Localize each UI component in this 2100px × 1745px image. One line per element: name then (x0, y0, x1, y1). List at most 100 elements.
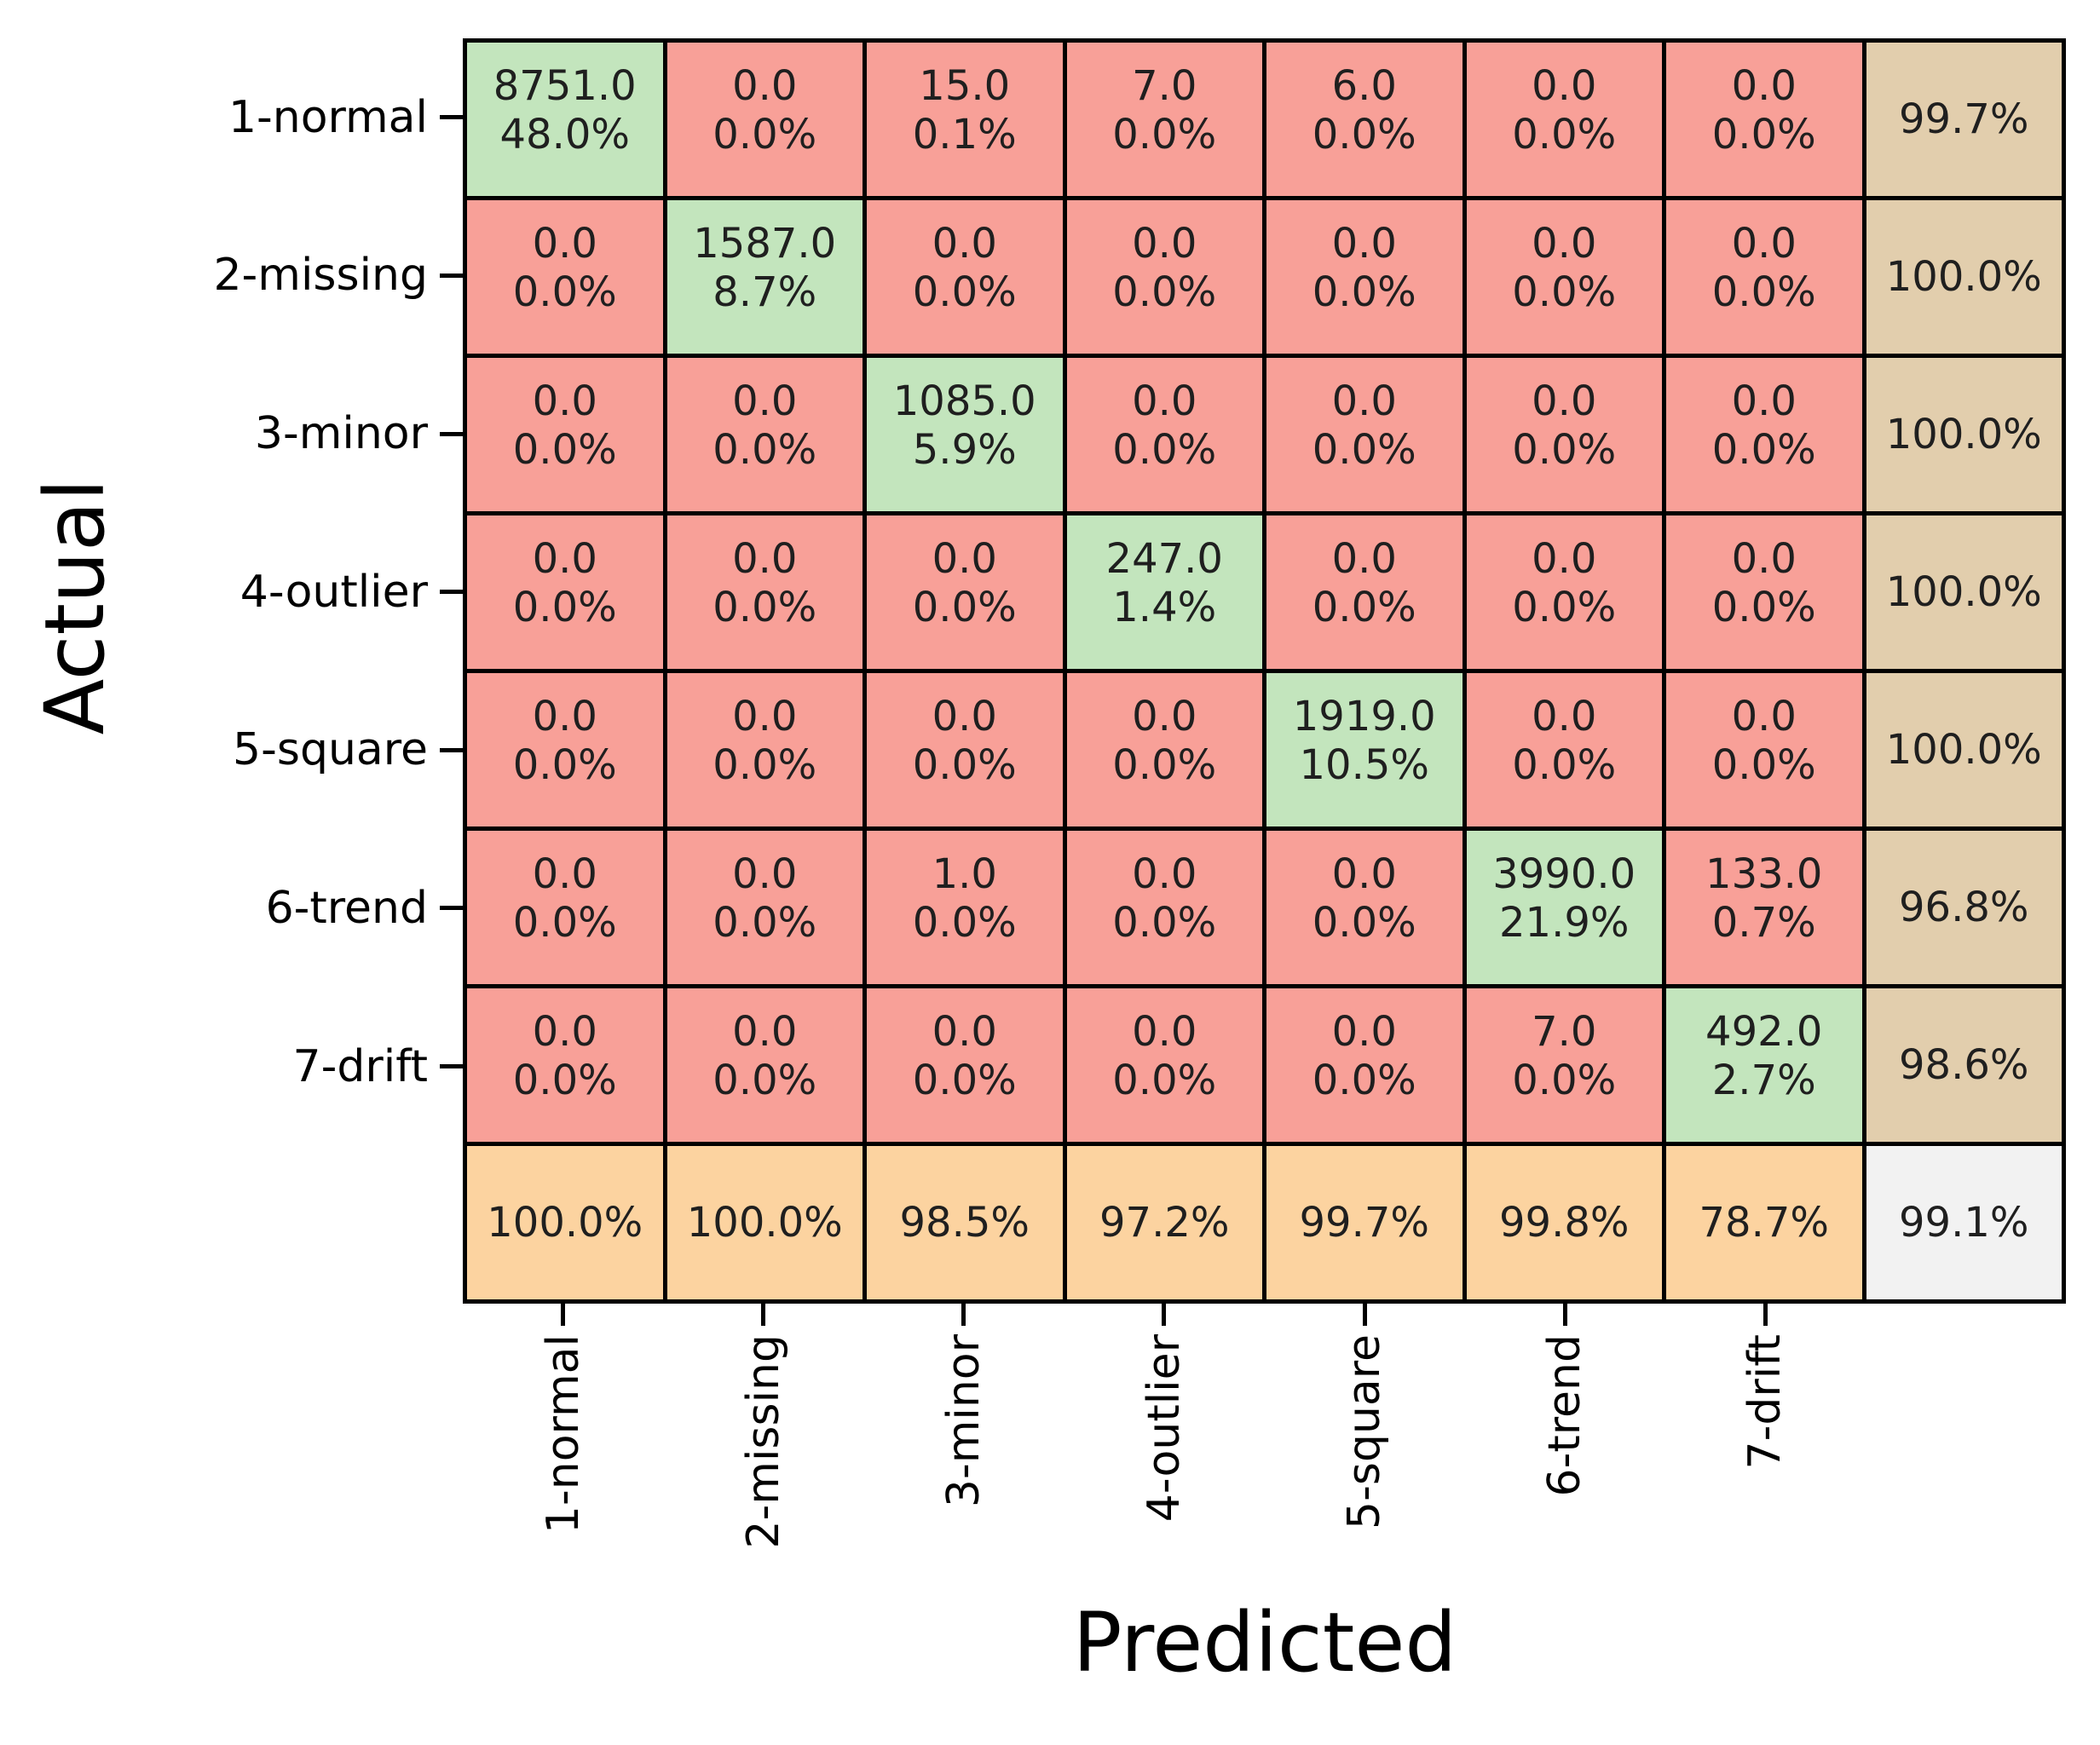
off-diagonal-cell: 0.0 0.0% (867, 200, 1063, 354)
cell-percent: 0.0% (1512, 584, 1617, 631)
x-tick-label-col: 2-missing (728, 1334, 799, 1549)
cell-values: 0.0 0.0% (1712, 62, 1816, 158)
off-diagonal-cell: 0.0 0.0% (1266, 988, 1462, 1142)
row-summary-cell: 100.0% (1866, 200, 2062, 354)
cell-values: 0.0 0.0% (1312, 377, 1416, 474)
cell-count: 0.0 (732, 1008, 798, 1057)
cell-count: 7.0 (1132, 62, 1197, 111)
cell-values: 0.0 0.0% (513, 1008, 617, 1104)
y-tick-label-row: 4-outlier (0, 513, 463, 671)
cell-count: 0.0 (1532, 220, 1597, 268)
cell-values: 0.0 0.0% (712, 1008, 816, 1104)
cell-percent: 0.0% (1112, 1057, 1217, 1104)
x-tick-label: 1-normal (537, 1334, 589, 1535)
cell-percent: 0.0% (912, 741, 1017, 789)
cell-count: 0.0 (732, 62, 798, 111)
cell-percent: 0.0% (1512, 741, 1617, 789)
x-tick-label-col: 5-square (1329, 1334, 1400, 1529)
row-summary-percent: 100.0% (1885, 252, 2042, 301)
cell-values: 0.0 0.0% (913, 220, 1017, 316)
off-diagonal-cell: 0.0 0.0% (1666, 200, 1862, 354)
cell-percent: 0.0% (912, 584, 1017, 631)
off-diagonal-cell: 0.0 0.0% (666, 988, 862, 1142)
off-diagonal-cell: 0.0 0.0% (467, 515, 663, 669)
cell-values: 0.0 0.0% (1712, 220, 1816, 316)
cell-values: 0.0 0.0% (1712, 377, 1816, 474)
cell-count: 0.0 (1331, 1008, 1397, 1057)
col-summary-percent: 97.2% (1099, 1198, 1230, 1247)
cell-values: 0.0 0.0% (1312, 850, 1416, 947)
cell-values: 0.0 0.0% (513, 850, 617, 947)
diagonal-cell: 3990.0 21.9% (1466, 831, 1662, 984)
off-diagonal-cell: 0.0 0.0% (1066, 673, 1262, 826)
off-diagonal-cell: 1.0 0.0% (867, 831, 1063, 984)
x-tick-label-col: 6-trend (1529, 1334, 1601, 1496)
cell-count: 0.0 (1731, 377, 1797, 426)
cell-values: 0.0 0.0% (1712, 535, 1816, 631)
y-tick-label-row: 3-minor (0, 354, 463, 513)
cell-percent: 0.0% (912, 899, 1017, 947)
col-summary-cell: 98.5% (867, 1146, 1063, 1299)
off-diagonal-cell: 0.0 0.0% (1666, 673, 1862, 826)
cell-values: 8751.0 48.0% (493, 62, 637, 158)
cell-values: 0.0 0.0% (1712, 693, 1816, 789)
cell-percent: 0.0% (1711, 741, 1816, 789)
cell-values: 0.0 0.0% (513, 377, 617, 474)
off-diagonal-cell: 0.0 0.0% (1266, 358, 1462, 511)
cell-percent: 0.0% (912, 1057, 1017, 1104)
cell-percent: 0.0% (1312, 584, 1416, 631)
off-diagonal-cell: 0.0 0.0% (1466, 515, 1662, 669)
col-summary-cell: 99.7% (1266, 1146, 1462, 1299)
x-tick-mark (561, 1304, 566, 1326)
x-tick-label: 4-outlier (1138, 1334, 1190, 1523)
row-summary-percent: 96.8% (1899, 883, 2029, 931)
cell-percent: 0.0% (512, 268, 617, 316)
cell-percent: 8.7% (712, 268, 817, 316)
cell-percent: 0.0% (1112, 111, 1217, 158)
off-diagonal-cell: 0.0 0.0% (1466, 673, 1662, 826)
cell-percent: 0.0% (1112, 899, 1217, 947)
cell-count: 0.0 (932, 220, 997, 268)
cell-values: 0.0 0.0% (1112, 220, 1216, 316)
row-summary-cell: 96.8% (1866, 831, 2062, 984)
col-summary-percent: 99.8% (1499, 1198, 1630, 1247)
off-diagonal-cell: 0.0 0.0% (1466, 43, 1662, 196)
col-summary-percent: 100.0% (686, 1198, 843, 1247)
cell-count: 15.0 (919, 62, 1011, 111)
diagonal-cell: 492.0 2.7% (1666, 988, 1862, 1142)
cell-percent: 0.0% (1711, 426, 1816, 474)
off-diagonal-cell: 0.0 0.0% (1466, 358, 1662, 511)
y-tick-label-row: 5-square (0, 671, 463, 830)
y-tick-label: 2-missing (213, 250, 428, 302)
off-diagonal-cell: 6.0 0.0% (1266, 43, 1462, 196)
off-diagonal-cell: 0.0 0.0% (666, 43, 862, 196)
diagonal-cell: 1085.0 5.9% (867, 358, 1063, 511)
col-summary-cell: 78.7% (1666, 1146, 1862, 1299)
col-summary-percent: 99.7% (1299, 1198, 1429, 1247)
off-diagonal-cell: 0.0 0.0% (666, 358, 862, 511)
off-diagonal-cell: 0.0 0.0% (467, 358, 663, 511)
cell-count: 0.0 (932, 1008, 997, 1057)
col-summary-cell: 99.8% (1466, 1146, 1662, 1299)
off-diagonal-cell: 0.0 0.0% (467, 988, 663, 1142)
off-diagonal-cell: 0.0 0.0% (1066, 831, 1262, 984)
cell-percent: 0.0% (712, 584, 817, 631)
row-summary-percent: 100.0% (1885, 725, 2042, 774)
off-diagonal-cell: 0.0 0.0% (1466, 200, 1662, 354)
cell-count: 0.0 (932, 693, 997, 741)
x-tick-label: 6-trend (1539, 1334, 1591, 1497)
cell-percent: 0.0% (1312, 268, 1416, 316)
cell-values: 0.0 0.0% (712, 62, 816, 158)
cell-percent: 0.0% (1112, 268, 1217, 316)
off-diagonal-cell: 0.0 0.0% (467, 831, 663, 984)
cell-percent: 1.4% (1112, 584, 1217, 631)
off-diagonal-cell: 0.0 0.0% (1266, 515, 1462, 669)
cell-values: 3990.0 21.9% (1492, 850, 1636, 947)
cell-count: 0.0 (732, 693, 798, 741)
x-tick-label-col: 1-normal (528, 1334, 599, 1534)
cell-values: 0.0 0.0% (712, 535, 816, 631)
row-summary-percent: 99.7% (1899, 95, 2029, 143)
x-tick-label-col: 4-outlier (1128, 1334, 1200, 1522)
off-diagonal-cell: 0.0 0.0% (666, 515, 862, 669)
cell-values: 15.0 0.1% (913, 62, 1017, 158)
